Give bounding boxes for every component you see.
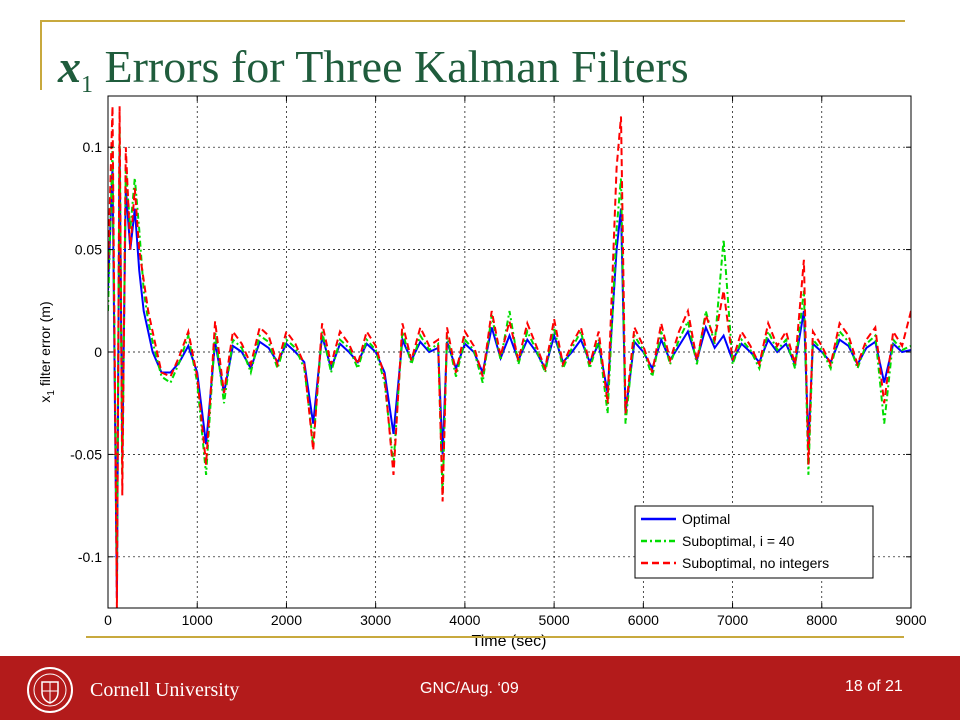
x-tick-label: 4000 (449, 612, 480, 628)
page-title: x1 Errors for Three Kalman Filters (58, 41, 689, 98)
cornell-seal-icon (27, 667, 73, 713)
footer-bar: Cornell University GNC/Aug. ‘09 18 of 21 (0, 656, 960, 720)
legend: Optimal Suboptimal, i = 40 Suboptimal, no … (634, 505, 874, 579)
legend-label-3: Suboptimal, no integers (682, 555, 829, 571)
title-text: Errors for Three Kalman Filters (93, 41, 689, 92)
page-number: 18 of 21 (845, 678, 903, 695)
x-tick-label: 5000 (539, 612, 570, 628)
y-tick-label: -0.05 (70, 446, 102, 462)
x-tick-label: 8000 (806, 612, 837, 628)
y-axis-label-rest: filter error (m) (37, 301, 53, 390)
x-tick-label: 6000 (628, 612, 659, 628)
left-gold-rule (40, 20, 42, 90)
top-gold-rule (40, 20, 905, 22)
x-tick-label: 2000 (271, 612, 302, 628)
y-axis-label-var: x (37, 396, 53, 403)
series-lines (108, 106, 911, 608)
x-tick-label: 7000 (717, 612, 748, 628)
y-axis-label-sub: 1 (46, 390, 57, 396)
x-tick-label: 1000 (182, 612, 213, 628)
y-axis-label: x1 filter error (m) (37, 301, 57, 402)
y-tick-label: 0.05 (75, 242, 102, 258)
series-line-3 (108, 106, 911, 608)
x-tick-label: 9000 (895, 612, 926, 628)
legend-label-2: Suboptimal, i = 40 (682, 533, 795, 549)
y-tick-label: 0.1 (83, 139, 103, 155)
axis-ticks (107, 96, 912, 608)
title-subscript: 1 (81, 72, 93, 98)
x-tick-label: 3000 (360, 612, 391, 628)
conference-label: GNC/Aug. ‘09 (420, 680, 519, 697)
bottom-gold-rule (86, 636, 904, 638)
y-tick-label: -0.1 (78, 549, 102, 565)
y-tick-labels: -0.1 -0.05 0 0.05 0.1 (70, 139, 102, 565)
y-tick-label: 0 (94, 344, 102, 360)
x-tick-label: 0 (104, 612, 112, 628)
title-variable: x (58, 41, 81, 92)
x-tick-labels: 0 1000 2000 3000 4000 5000 6000 7000 8000 9000 (104, 612, 927, 628)
error-chart: 0 1000 2000 3000 4000 5000 6000 7000 8000 9000 -0… (37, 95, 927, 650)
university-name: Cornell University (90, 679, 240, 701)
legend-label-1: Optimal (682, 511, 730, 527)
